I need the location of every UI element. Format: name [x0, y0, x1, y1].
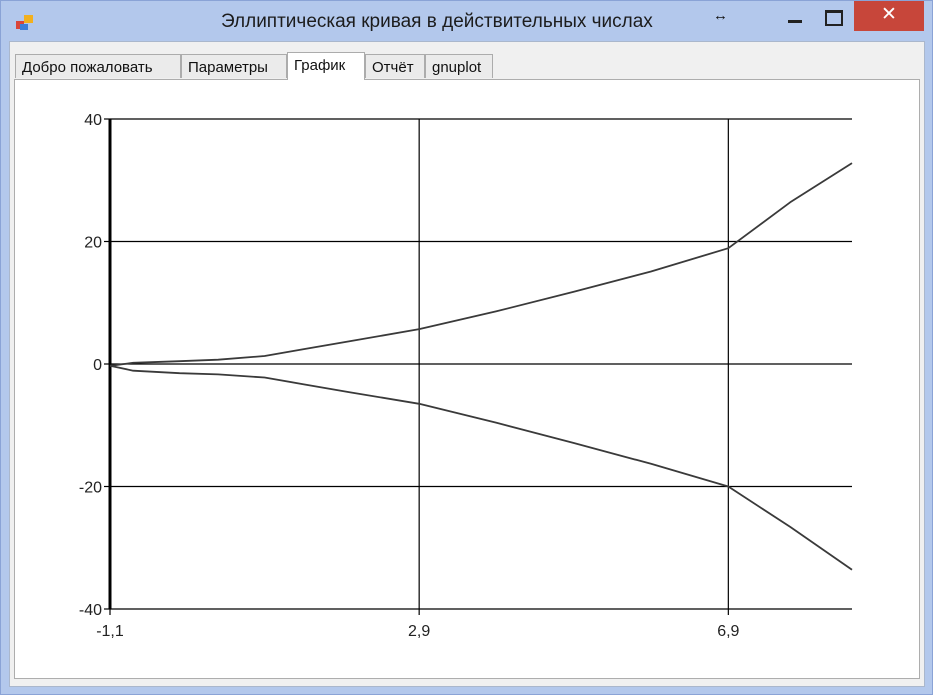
window-title: Эллиптическая кривая в действительных чи… — [221, 11, 653, 32]
y-tick-label: -20 — [79, 480, 102, 497]
maximize-icon — [825, 10, 843, 26]
app-icon — [16, 15, 33, 30]
client-area: Добро пожаловать Параметры График Отчёт … — [9, 41, 925, 687]
resize-arrows-icon: ↔ — [713, 7, 728, 24]
tab-parameters[interactable]: Параметры — [181, 54, 287, 78]
x-tick-label: -1,1 — [96, 623, 124, 640]
y-tick-label: 20 — [84, 235, 102, 252]
close-icon: ✕ — [881, 3, 897, 25]
tab-report[interactable]: Отчёт — [365, 54, 425, 78]
y-tick-label: 40 — [84, 112, 102, 129]
tab-welcome[interactable]: Добро пожаловать — [15, 54, 181, 78]
x-tick-label: 2,9 — [408, 623, 430, 640]
curve-lower-branch — [109, 364, 853, 571]
minimize-button[interactable] — [776, 1, 820, 31]
y-tick-label: 0 — [93, 357, 102, 374]
maximize-button[interactable] — [812, 1, 854, 31]
title-bar[interactable]: Эллиптическая кривая в действительных чи… — [1, 1, 932, 41]
tab-gnuplot[interactable]: gnuplot — [425, 54, 493, 78]
x-tick-label: 6,9 — [717, 623, 739, 640]
curve-upper-branch — [109, 162, 853, 367]
elliptic-curve-chart: 40 20 0 -20 -40 -1,1 2,9 6,9 — [79, 112, 853, 640]
minimize-icon — [788, 20, 802, 23]
close-button[interactable]: ✕ — [854, 1, 924, 31]
tab-graph[interactable]: График — [287, 52, 365, 80]
graph-panel: 40 20 0 -20 -40 -1,1 2,9 6,9 — [14, 79, 920, 679]
y-tick-label: -40 — [79, 602, 102, 619]
